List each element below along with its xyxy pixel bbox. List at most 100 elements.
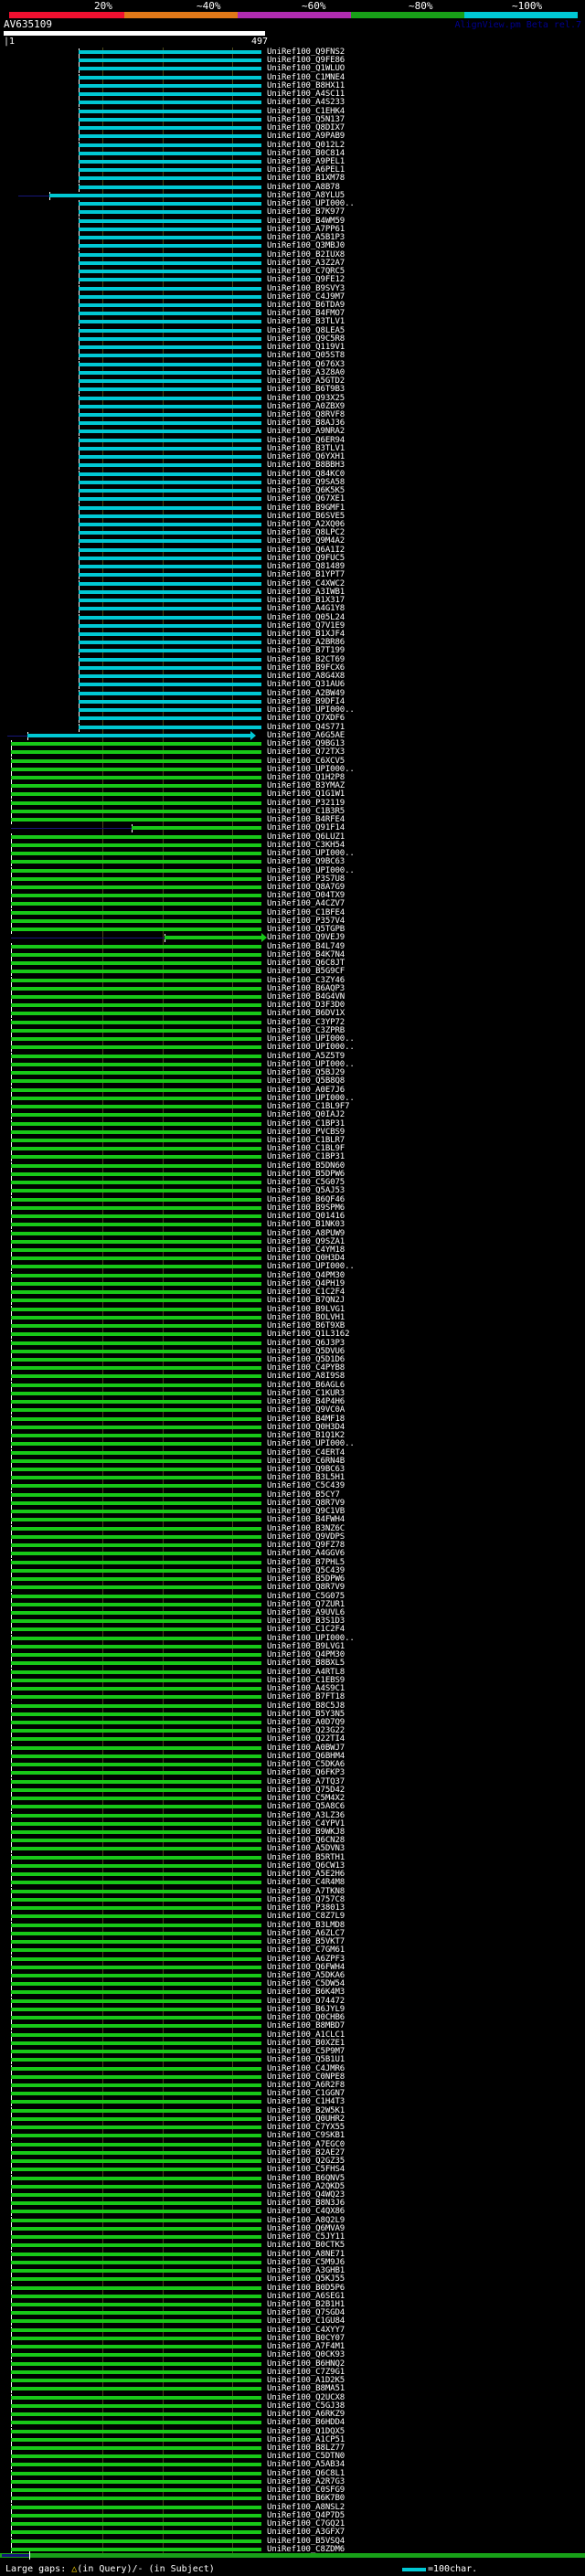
hsp-bar[interactable]	[11, 1341, 261, 1345]
hit-label[interactable]: UniRef100_Q01416	[267, 1212, 346, 1222]
hit-row[interactable]: UniRef100_B5DPW6	[0, 1574, 585, 1585]
hit-label[interactable]: UniRef100_A0E7J6	[267, 1085, 346, 1095]
hsp-bar[interactable]	[11, 978, 261, 982]
hsp-bar[interactable]	[11, 2218, 261, 2222]
hit-label[interactable]: UniRef100_C5GJ38	[267, 2401, 346, 2411]
hit-label[interactable]: UniRef100_B2W5K1	[267, 2105, 346, 2115]
hsp-bar[interactable]	[11, 2016, 261, 2020]
hit-label[interactable]: UniRef100_BOLVH1	[267, 1312, 346, 1322]
hit-label[interactable]: UniRef100_Q8A7G9	[267, 883, 346, 892]
hit-label[interactable]: UniRef100_Q5C439	[267, 1565, 346, 1575]
hit-row[interactable]: UniRef100_B5RTH1	[0, 1853, 585, 1862]
hit-label[interactable]: UniRef100_A2BR86	[267, 638, 346, 648]
hit-label[interactable]: UniRef100_Q9SZA1	[267, 1236, 346, 1246]
hsp-bar[interactable]	[79, 286, 261, 291]
hit-row[interactable]: UniRef100_Q6MVA9	[0, 2224, 585, 2233]
hsp-bar[interactable]	[79, 362, 261, 366]
hit-label[interactable]: UniRef100_C6RN4B	[267, 1456, 346, 1466]
hsp-bar[interactable]	[11, 775, 261, 779]
hit-row[interactable]: UniRef100_C4YPV1	[0, 1819, 585, 1829]
hit-row[interactable]: UniRef100_B4G4VN	[0, 992, 585, 1002]
hsp-bar[interactable]	[11, 1138, 261, 1142]
hit-row[interactable]: UniRef100_Q72TX3	[0, 747, 585, 758]
hsp-bar[interactable]	[11, 860, 261, 864]
hit-label[interactable]: UniRef100_B3TLV1	[267, 317, 346, 327]
hsp-bar[interactable]	[11, 1712, 261, 1716]
hit-label[interactable]: UniRef100_UPI000..	[267, 1633, 355, 1643]
hsp-bar[interactable]	[11, 1923, 261, 1927]
hsp-bar[interactable]	[11, 2303, 261, 2307]
hsp-bar[interactable]	[79, 370, 261, 375]
hit-label[interactable]: UniRef100_C7GM61	[267, 1945, 346, 1956]
hit-row[interactable]: UniRef100_Q6CW13	[0, 1861, 585, 1871]
hsp-bar[interactable]	[79, 185, 261, 189]
hsp-bar[interactable]	[11, 2327, 261, 2332]
hit-label[interactable]: UniRef100_Q5TGPB	[267, 925, 346, 935]
hit-label[interactable]: UniRef100_Q2UCX8	[267, 2392, 346, 2402]
hit-row[interactable]: UniRef100_Q9VDPS	[0, 1532, 585, 1542]
hit-row[interactable]: UniRef100_A3IWB1	[0, 588, 585, 597]
hit-row[interactable]: UniRef100_A9NRA2	[0, 427, 585, 437]
hsp-bar[interactable]	[79, 523, 261, 526]
hsp-bar[interactable]	[11, 818, 261, 822]
hit-row[interactable]: UniRef100_Q5KJ55	[0, 2274, 585, 2284]
hit-label[interactable]: UniRef100_C7GQ21	[267, 2519, 346, 2529]
hit-row[interactable]: UniRef100_C3KH54	[0, 841, 585, 850]
hsp-bar[interactable]	[11, 2547, 261, 2551]
hit-label[interactable]: UniRef100_B0CY07	[267, 2333, 346, 2343]
hsp-bar[interactable]	[11, 2108, 261, 2113]
hsp-bar[interactable]	[11, 2421, 261, 2425]
hit-row[interactable]: UniRef100_A6G5AE	[0, 730, 585, 740]
hsp-bar[interactable]	[11, 1265, 261, 1269]
hit-label[interactable]: UniRef100_Q4WQ23	[267, 2190, 346, 2200]
hit-row[interactable]: UniRef100_B3LMD8	[0, 1921, 585, 1930]
hit-row[interactable]: UniRef100_B0CY07	[0, 2333, 585, 2343]
hsp-bar[interactable]	[11, 2134, 261, 2138]
hsp-bar[interactable]	[79, 581, 261, 586]
hit-label[interactable]: UniRef100_Q0UHR2	[267, 2114, 346, 2124]
hit-row[interactable]: UniRef100_B7K977	[0, 207, 585, 217]
hsp-bar[interactable]	[11, 2513, 261, 2518]
hit-row[interactable]: UniRef100_Q1H2P8	[0, 773, 585, 782]
hit-row[interactable]: UniRef100_Q0H3D4	[0, 1254, 585, 1264]
hit-label[interactable]: UniRef100_B5DN60	[267, 1161, 346, 1171]
hit-row[interactable]: UniRef100_B5CY7	[0, 1490, 585, 1500]
hit-row[interactable]: UniRef100_A5AB34	[0, 2460, 585, 2470]
hit-row[interactable]: UniRef100_A5DVN3	[0, 1844, 585, 1854]
hit-row[interactable]: UniRef100_Q0CHB6	[0, 2013, 585, 2023]
hsp-bar[interactable]	[11, 1239, 261, 1244]
hsp-bar[interactable]	[11, 1627, 261, 1632]
hit-label[interactable]: UniRef100_A4G1Y8	[267, 604, 346, 614]
hit-label[interactable]: UniRef100_C1MNE4	[267, 72, 346, 82]
hit-label[interactable]: UniRef100_C5FHS4	[267, 2165, 346, 2175]
hsp-bar[interactable]	[11, 1855, 261, 1860]
hit-row[interactable]: UniRef100_Q9FUC5	[0, 554, 585, 563]
hsp-bar[interactable]	[79, 599, 261, 603]
hit-row[interactable]: UniRef100_Q9FNS2	[0, 48, 585, 57]
hit-row[interactable]: UniRef100_Q91F14	[0, 823, 585, 833]
hsp-bar[interactable]	[79, 589, 261, 594]
hsp-bar[interactable]	[11, 2269, 261, 2274]
hit-row[interactable]: UniRef100_B4FWH4	[0, 1515, 585, 1525]
hit-row[interactable]: UniRef100_C5M9J6	[0, 2258, 585, 2267]
hit-row[interactable]: UniRef100_Q31AU6	[0, 680, 585, 690]
hsp-bar[interactable]	[11, 2243, 261, 2248]
hit-label[interactable]: UniRef100_B4WM59	[267, 216, 346, 226]
hit-label[interactable]: UniRef100_B6K7B0	[267, 2494, 346, 2504]
hit-row[interactable]: UniRef100_B2B1H1	[0, 2300, 585, 2310]
hit-row[interactable]: UniRef100_A6RKZ9	[0, 2410, 585, 2420]
hit-label[interactable]: UniRef100_Q2GZ35	[267, 2157, 346, 2167]
hsp-bar[interactable]	[11, 1729, 261, 1733]
hit-label[interactable]: UniRef100_B9LVG1	[267, 1304, 346, 1314]
hsp-bar[interactable]	[11, 1450, 261, 1455]
hit-row[interactable]: UniRef100_B6SVE5	[0, 512, 585, 521]
hit-row[interactable]: UniRef100_UPI000..	[0, 1094, 585, 1103]
hit-row[interactable]: UniRef100_Q6YXH1	[0, 452, 585, 462]
hit-label[interactable]: UniRef100_B9FCX6	[267, 663, 346, 673]
hit-row[interactable]: UniRef100_C4QX86	[0, 2207, 585, 2217]
hit-row[interactable]: UniRef100_C5DW54	[0, 1979, 585, 1989]
hit-label[interactable]: UniRef100_B5DPW6	[267, 1574, 346, 1585]
hsp-bar[interactable]	[79, 101, 261, 105]
hit-row[interactable]: UniRef100_C1MNE4	[0, 72, 585, 82]
hit-label[interactable]: UniRef100_Q6A1I2	[267, 545, 346, 555]
